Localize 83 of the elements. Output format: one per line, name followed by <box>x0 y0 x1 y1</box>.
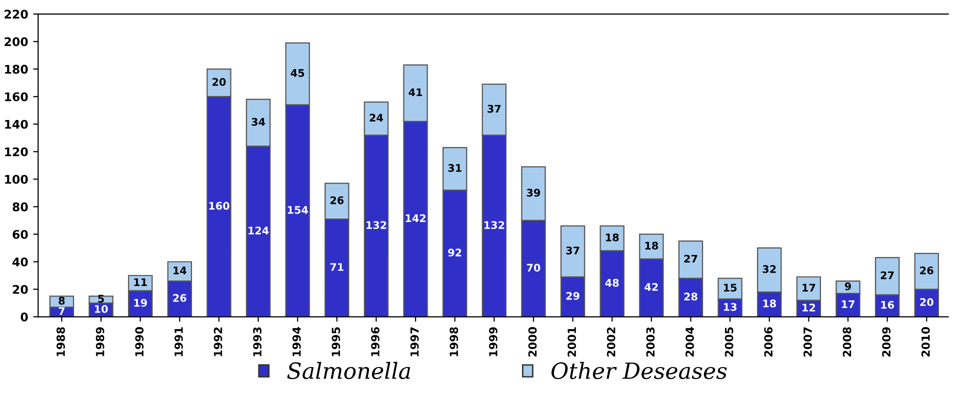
data-label: 8 <box>58 296 65 305</box>
data-label: 17 <box>842 300 854 308</box>
x-tick-label: 2005 <box>724 327 734 357</box>
y-tick-label: 120 <box>5 147 28 156</box>
data-label: 9 <box>844 282 851 290</box>
data-label: 160 <box>209 202 230 210</box>
data-label: 20 <box>212 78 226 86</box>
x-tick-label: 2009 <box>882 327 891 357</box>
x-tick-label: 1993 <box>253 327 262 356</box>
data-label: 34 <box>252 118 266 126</box>
data-label: 5 <box>98 294 104 303</box>
x-tick-label: 2008 <box>842 327 852 357</box>
x-tick-label: 1995 <box>332 327 340 356</box>
x-tick-label: 1999 <box>488 327 498 356</box>
y-tick-label: 140 <box>5 120 28 129</box>
data-label: 132 <box>484 221 504 229</box>
data-label: 18 <box>763 300 776 308</box>
data-label: 18 <box>606 233 619 242</box>
data-label: 26 <box>173 294 186 302</box>
data-label: 28 <box>684 292 698 301</box>
data-label: 17 <box>802 284 816 292</box>
x-tick-label: 2002 <box>606 327 616 357</box>
data-label: 29 <box>566 292 580 300</box>
y-tick-label: 200 <box>4 37 28 46</box>
data-label: 27 <box>684 254 698 263</box>
y-tick-label: 100 <box>5 174 28 184</box>
y-tick-label: 0 <box>20 312 28 322</box>
data-label: 41 <box>408 88 422 96</box>
x-tick-label: 1991 <box>174 327 183 356</box>
data-label: 37 <box>566 246 580 254</box>
x-tick-label: 1992 <box>214 327 222 356</box>
data-label: 26 <box>330 196 344 204</box>
y-tick-label: 60 <box>12 230 28 239</box>
data-label: 11 <box>134 278 147 286</box>
data-label: 39 <box>526 188 540 197</box>
y-tick-label: 20 <box>12 284 28 294</box>
data-label: 71 <box>330 263 344 271</box>
data-label: 45 <box>290 69 304 77</box>
x-tick-label: 2010 <box>921 327 930 357</box>
data-label: 18 <box>645 242 658 250</box>
x-tick-label: 2003 <box>646 327 655 357</box>
data-label: 15 <box>724 284 737 292</box>
x-tick-label: 1988 <box>56 327 65 356</box>
data-label: 31 <box>448 164 462 172</box>
data-label: 48 <box>605 278 619 287</box>
data-label: 42 <box>644 283 658 291</box>
x-tick-label: 1990 <box>135 327 144 356</box>
data-label: 16 <box>881 300 894 309</box>
x-tick-label: 1997 <box>410 327 419 356</box>
data-label: 7 <box>58 307 65 315</box>
data-label: 70 <box>526 264 540 272</box>
data-label: 124 <box>248 226 269 234</box>
y-tick-label: 40 <box>12 257 28 266</box>
data-label: 14 <box>174 266 186 274</box>
data-label: 26 <box>920 266 934 274</box>
y-tick-label: 80 <box>12 202 28 212</box>
data-label: 20 <box>920 298 934 306</box>
y-tick-label: 180 <box>5 64 28 74</box>
x-tick-label: 2006 <box>764 327 773 357</box>
x-tick-label: 1998 <box>450 327 458 356</box>
x-tick-label: 2007 <box>803 327 812 357</box>
data-label: 13 <box>724 302 736 311</box>
data-label: 27 <box>880 271 894 280</box>
y-tick-label: 160 <box>5 92 28 102</box>
data-label: 37 <box>488 104 501 113</box>
data-label: 132 <box>366 221 386 229</box>
legend-label: Salmonella <box>287 362 410 380</box>
data-label: 12 <box>802 304 816 312</box>
y-tick-label: 220 <box>4 10 28 19</box>
data-label: 24 <box>370 114 383 122</box>
x-tick-label: 1994 <box>292 327 301 356</box>
x-tick-label: 2004 <box>686 327 694 357</box>
data-label: 19 <box>134 298 147 307</box>
x-tick-label: 1989 <box>96 327 104 356</box>
x-tick-label: 2000 <box>528 327 537 357</box>
data-label: 142 <box>406 214 426 222</box>
data-label: 10 <box>94 305 108 313</box>
x-tick-label: 1996 <box>371 327 380 356</box>
x-tick-label: 2001 <box>568 327 576 357</box>
data-label: 32 <box>762 265 776 274</box>
legend-label: Other Deseases <box>552 362 727 380</box>
data-label: 92 <box>448 248 462 257</box>
data-label: 154 <box>288 206 308 214</box>
